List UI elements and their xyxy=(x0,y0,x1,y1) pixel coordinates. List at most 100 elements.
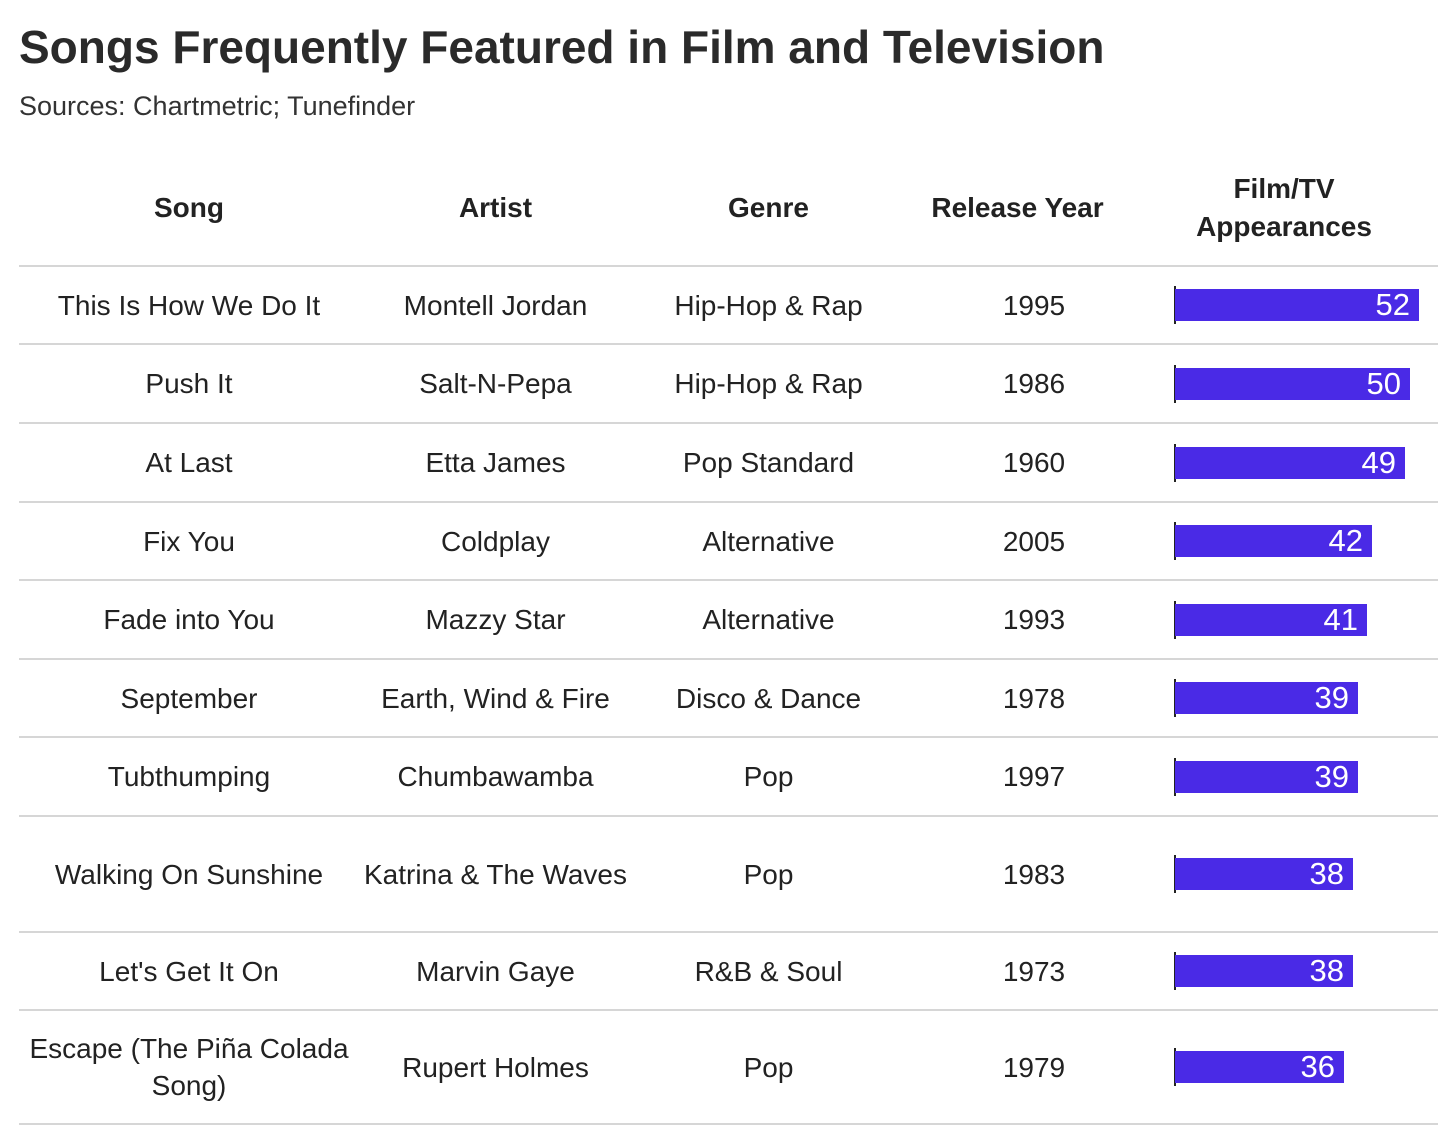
artist-cell-text: Etta James xyxy=(425,447,566,478)
artist-cell: Earth, Wind & Fire xyxy=(359,660,632,736)
appearances-bar: 42 xyxy=(1175,525,1372,557)
artist-cell-text: Chumbawamba xyxy=(397,761,594,792)
header-artist: Artist xyxy=(458,191,533,223)
song-cell: Let's Get It On xyxy=(19,933,359,1009)
artist-cell: Katrina & The Waves xyxy=(359,817,632,931)
song-cell-text: Push It xyxy=(145,368,233,399)
header-appearances-text: Film/TV Appearances xyxy=(1196,170,1372,246)
artist-cell-text: Salt-N-Pepa xyxy=(419,368,572,399)
table-row: Walking On Sunshine Katrina & The Waves Po… xyxy=(19,817,1438,933)
artist-cell: Marvin Gaye xyxy=(359,933,632,1009)
appearances-bar: 38 xyxy=(1175,955,1353,987)
song-cell-text: Fade into You xyxy=(103,604,275,635)
artist-cell-text: Earth, Wind & Fire xyxy=(381,682,610,714)
chart-subtitle: Sources: Chartmetric; Tunefinder xyxy=(19,91,416,121)
genre-cell-text: Pop xyxy=(743,761,794,792)
artist-cell: Etta James xyxy=(359,424,632,501)
appearances-cell: 39 xyxy=(1174,660,1438,736)
song-cell-text: Fix You xyxy=(143,525,235,557)
genre-cell: Alternative xyxy=(632,503,905,579)
header-appearances-line1: Film/TV xyxy=(1233,172,1335,204)
artist-cell-text: Marvin Gaye xyxy=(416,955,575,987)
song-cell-text: Let's Get It On xyxy=(99,955,279,987)
release-year-cell-text: 2005 xyxy=(1002,525,1066,557)
artist-cell-text: Katrina & The Waves xyxy=(363,858,627,890)
table-row: Escape (The Piña Colada Song) Rupert Holm… xyxy=(19,1011,1438,1125)
header-release-year: Release Year xyxy=(931,191,1104,223)
release-year-cell-text: 1979 xyxy=(1002,1051,1066,1083)
artist-cell: Coldplay xyxy=(359,503,632,579)
appearances-cell: 49 xyxy=(1174,424,1438,501)
release-year-cell-text: 1997 xyxy=(1002,761,1066,792)
genre-cell: Pop Standard xyxy=(632,424,905,501)
release-year-cell-text: 1983 xyxy=(1002,858,1066,890)
header-appearances-line2: Appearances xyxy=(1196,210,1372,242)
song-cell: Fade into You xyxy=(19,581,359,658)
header-song: Song xyxy=(154,191,224,223)
table-row: At Last Etta James Pop Standard 1960 49 xyxy=(19,424,1438,503)
song-cell: Tubthumping xyxy=(19,738,359,815)
artist-cell: Montell Jordan xyxy=(359,267,632,343)
artist-cell: Salt-N-Pepa xyxy=(359,345,632,422)
appearances-bar: 36 xyxy=(1175,1051,1344,1083)
artist-cell-text: Montell Jordan xyxy=(403,289,588,321)
genre-cell-text: Hip-Hop & Rap xyxy=(674,289,863,321)
appearances-value-label: 49 xyxy=(1361,444,1396,480)
release-year-cell: 1973 xyxy=(905,933,1163,1009)
release-year-cell-text: 1978 xyxy=(1002,682,1066,714)
header-appearances: Film/TV Appearances xyxy=(1174,150,1394,265)
appearances-bar: 49 xyxy=(1175,444,1405,480)
appearances-value-label: 39 xyxy=(1314,758,1349,794)
appearances-bar: 39 xyxy=(1175,758,1358,794)
genre-cell: Hip-Hop & Rap xyxy=(632,345,905,422)
appearances-cell: 36 xyxy=(1174,1011,1438,1123)
appearances-bar: 50 xyxy=(1175,367,1410,400)
table-row: Let's Get It On Marvin Gaye R&B & Soul 1973… xyxy=(19,933,1438,1011)
song-cell-text: At Last xyxy=(145,447,233,478)
genre-cell-text: Hip-Hop & Rap xyxy=(674,368,863,399)
appearances-cell: 50 xyxy=(1174,345,1438,422)
table-row: Fade into You Mazzy Star Alternative 1993 41 xyxy=(19,581,1438,660)
appearances-value-label: 38 xyxy=(1309,856,1344,891)
table-row: Push It Salt-N-Pepa Hip-Hop & Rap 1986 50 xyxy=(19,345,1438,424)
genre-cell: Alternative xyxy=(632,581,905,658)
release-year-cell: 1983 xyxy=(905,817,1163,931)
genre-cell-text: Pop Standard xyxy=(682,447,855,478)
table-row: Fix You Coldplay Alternative 2005 42 xyxy=(19,503,1438,581)
appearances-value-label: 36 xyxy=(1300,1049,1335,1084)
genre-cell: Pop xyxy=(632,738,905,815)
artist-cell-text: Coldplay xyxy=(441,525,550,557)
table-row: September Earth, Wind & Fire Disco & Dance… xyxy=(19,660,1438,738)
table-row: Tubthumping Chumbawamba Pop 1997 39 xyxy=(19,738,1438,817)
release-year-cell-text: 1993 xyxy=(1002,604,1066,635)
release-year-cell-text: 1995 xyxy=(1002,289,1066,321)
genre-cell: Disco & Dance xyxy=(632,660,905,736)
header-genre: Genre xyxy=(728,191,809,223)
song-cell-text: Walking On Sunshine xyxy=(54,858,324,890)
appearances-bar: 38 xyxy=(1175,858,1353,890)
appearances-cell: 41 xyxy=(1174,581,1438,658)
genre-cell-text: Alternative xyxy=(702,604,835,635)
genre-cell-text: Disco & Dance xyxy=(675,682,862,714)
appearances-value-label: 41 xyxy=(1323,601,1358,637)
table-body: This Is How We Do It Montell Jordan Hip-Ho… xyxy=(19,267,1438,1125)
artist-cell-text: Mazzy Star xyxy=(425,604,566,635)
genre-cell: Pop xyxy=(632,817,905,931)
release-year-cell: 1979 xyxy=(905,1011,1163,1123)
genre-cell-text: R&B & Soul xyxy=(694,955,843,987)
song-cell-text: Escape (The Piña Colada Song) xyxy=(29,1033,349,1101)
song-cell: Escape (The Piña Colada Song) xyxy=(19,1011,359,1123)
appearances-bar: 41 xyxy=(1175,601,1367,637)
genre-cell: Pop xyxy=(632,1011,905,1123)
song-cell: Walking On Sunshine xyxy=(19,817,359,931)
table-row: This Is How We Do It Montell Jordan Hip-Ho… xyxy=(19,267,1438,345)
song-cell-text: Tubthumping xyxy=(107,761,271,792)
release-year-cell: 1978 xyxy=(905,660,1163,736)
appearances-value-label: 42 xyxy=(1328,523,1363,558)
genre-cell: Hip-Hop & Rap xyxy=(632,267,905,343)
release-year-cell: 1993 xyxy=(905,581,1163,658)
artist-cell-text: Rupert Holmes xyxy=(402,1051,589,1083)
artist-cell: Rupert Holmes xyxy=(359,1011,632,1123)
appearances-cell: 52 xyxy=(1174,267,1438,343)
song-cell: Fix You xyxy=(19,503,359,579)
